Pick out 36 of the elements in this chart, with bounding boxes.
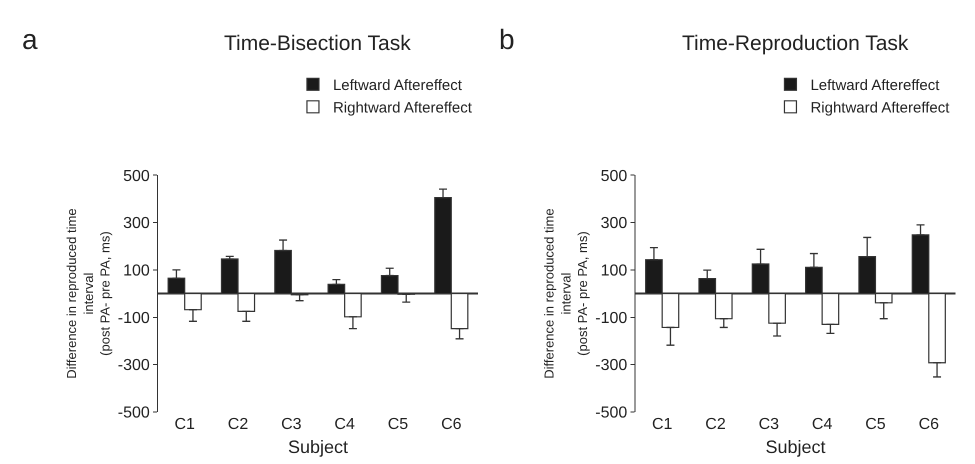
y-tick-label: -500: [595, 404, 628, 422]
x-tick-label: C2: [228, 416, 248, 433]
y-tick-label: 300: [123, 215, 150, 232]
y-tick-label: 500: [123, 168, 150, 185]
x-tick-label: C6: [918, 416, 940, 433]
chart-title: Time-Reproduction Task: [682, 32, 909, 55]
legend-label: Rightward Aftereffect: [332, 100, 473, 117]
x-tick-label: C5: [865, 416, 886, 433]
chart-title: Time-Bisection Task: [224, 32, 412, 55]
legend-label: Rightward Aftereffect: [810, 100, 950, 117]
y-tick-label: 100: [600, 262, 628, 280]
y-axis-title: Difference in reproduced time interval (post PA- pre PA, ms): [541, 208, 590, 379]
x-tick-label: C6: [441, 416, 462, 433]
x-tick-label: C3: [758, 416, 780, 433]
y-tick-label: 300: [600, 215, 628, 232]
x-tick-label: C5: [388, 416, 408, 433]
y-tick-label: -500: [118, 404, 150, 422]
y-tick-label: 100: [123, 262, 150, 280]
legend-label: Leftward Aftereffect: [332, 77, 463, 94]
text: a: [22, 24, 38, 55]
y-tick-label: -100: [118, 310, 150, 327]
x-tick-label: C1: [174, 416, 196, 433]
x-tick-label: C1: [652, 416, 673, 433]
x-axis-title: Subject: [288, 437, 348, 458]
y-tick-label: 500: [600, 168, 628, 185]
x-tick-label: C3: [281, 416, 302, 433]
y-tick-label: -300: [118, 357, 150, 374]
x-tick-label: C2: [705, 416, 726, 433]
x-axis-title: Subject: [765, 437, 826, 458]
x-tick-label: C4: [812, 416, 832, 433]
y-axis-title: Difference in reproduced time interval (post PA- pre PA, ms): [64, 208, 113, 379]
legend-label: Leftward Aftereffect: [810, 77, 940, 94]
y-tick-label: -300: [595, 357, 628, 374]
y-tick-label: -100: [595, 310, 628, 327]
x-tick-label: C4: [334, 416, 355, 433]
text: b: [499, 24, 515, 55]
